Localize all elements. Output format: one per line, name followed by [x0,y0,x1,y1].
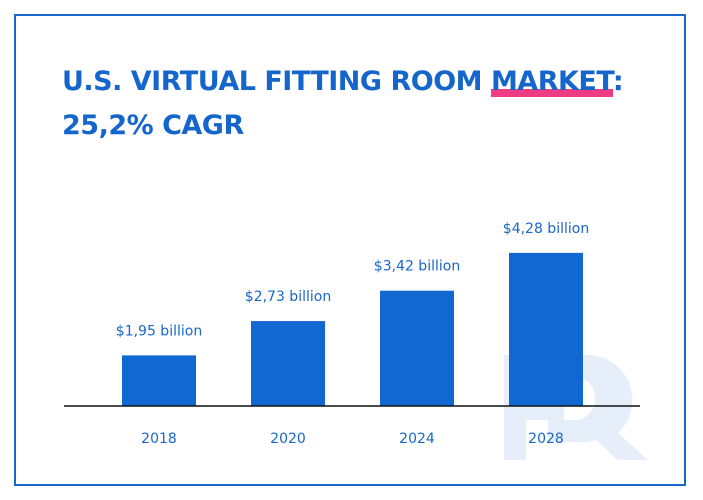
data-label: $3,42 billion [374,259,460,275]
title-highlight: MARKET [490,66,613,97]
bar-2020 [251,321,325,406]
data-label: $2,73 billion [245,289,331,305]
data-label: $1,95 billion [116,323,202,339]
chart-title: U.S. VIRTUAL FITTING ROOM MARKET: 25,2% … [62,60,624,148]
x-tick-label: 2024 [399,431,435,447]
x-tick-label: 2028 [528,431,564,447]
chart-frame [14,14,686,486]
title-colon: : [612,66,624,97]
bar-2028 [509,252,583,406]
bar-2018 [122,355,196,406]
title-cagr: 25,2% CAGR [62,110,244,141]
x-tick-label: 2018 [141,431,177,447]
data-label: $4,28 billion [503,221,589,237]
bar-2024 [380,290,454,406]
x-tick-label: 2020 [270,431,306,447]
title-text: U.S. VIRTUAL FITTING ROOM [62,66,491,97]
